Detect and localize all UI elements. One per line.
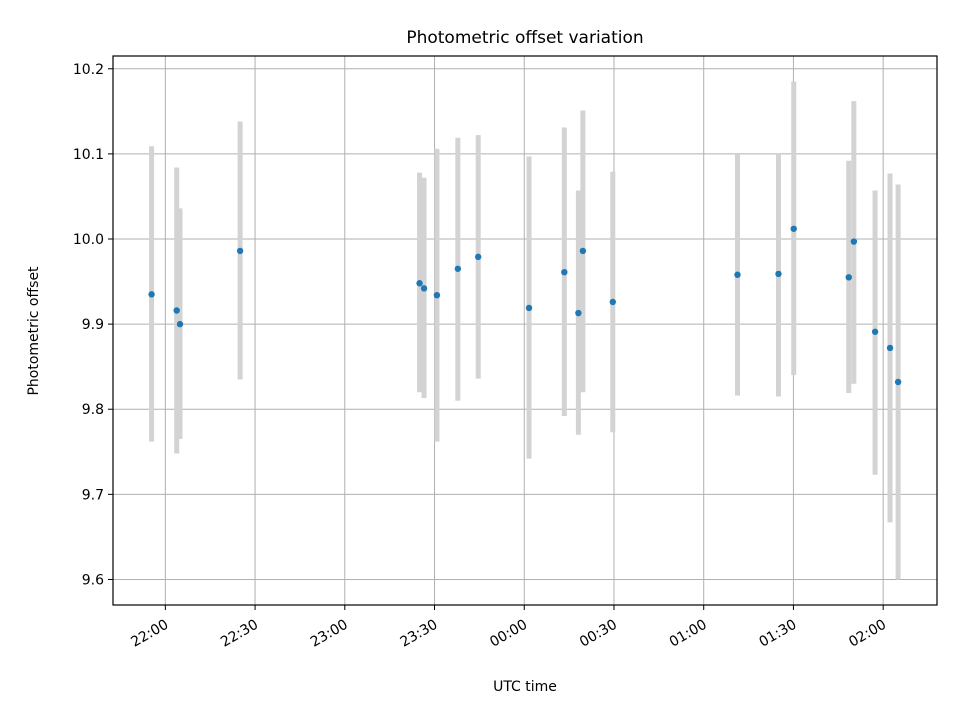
data-point [416, 280, 423, 287]
grid-lines [113, 56, 937, 605]
y-tick-label: 10.0 [73, 232, 104, 248]
data-point [454, 265, 462, 272]
data-point [433, 291, 441, 299]
y-tick-label: 9.6 [82, 572, 104, 588]
y-tick-label: 10.1 [73, 147, 104, 163]
data-point [734, 271, 741, 278]
y-tick-label: 9.7 [82, 487, 104, 503]
data-point [420, 285, 428, 292]
x-tick-label: 23:30 [398, 617, 441, 651]
data-point [148, 291, 155, 298]
y-tick-label: 10.2 [73, 62, 104, 78]
y-axis-title: Photometric offset [26, 266, 42, 396]
data-point [525, 304, 533, 312]
data-point [886, 344, 894, 352]
data-point [173, 307, 180, 314]
chart-title: Photometric offset variation [406, 28, 643, 48]
x-tick-label: 02:00 [846, 617, 889, 651]
y-axis: 9.6 9.7 9.8 9.9 10.0 10.1 10.2 [73, 62, 113, 588]
x-tick-label: 01:30 [756, 617, 799, 651]
data-point [871, 328, 879, 335]
x-axis-title: UTC time [493, 679, 557, 695]
x-tick-label: 00:00 [487, 617, 530, 651]
data-point [236, 247, 244, 255]
data-point [176, 320, 184, 328]
x-axis: 22:00 22:30 23:00 23:30 00:00 00:30 01:00 01:30… [128, 605, 889, 651]
x-tick-label: 22:00 [128, 617, 171, 651]
data-point [474, 253, 482, 261]
y-tick-label: 9.9 [82, 317, 104, 333]
x-tick-label: 00:30 [577, 617, 620, 651]
x-tick-label: 01:00 [667, 617, 710, 651]
data-point [845, 274, 852, 281]
data-point [561, 268, 568, 276]
data-point [775, 270, 782, 278]
data-point [579, 247, 587, 255]
y-tick-label: 9.8 [82, 402, 104, 418]
data-points [148, 225, 902, 386]
data-point [575, 309, 582, 317]
data-point [609, 298, 616, 306]
data-point [894, 378, 902, 386]
x-tick-label: 23:00 [308, 617, 351, 651]
data-point [850, 238, 858, 245]
x-tick-label: 22:30 [218, 617, 261, 651]
error-bars [149, 81, 901, 580]
data-point [790, 225, 797, 232]
plot-area-frame [112, 55, 938, 606]
